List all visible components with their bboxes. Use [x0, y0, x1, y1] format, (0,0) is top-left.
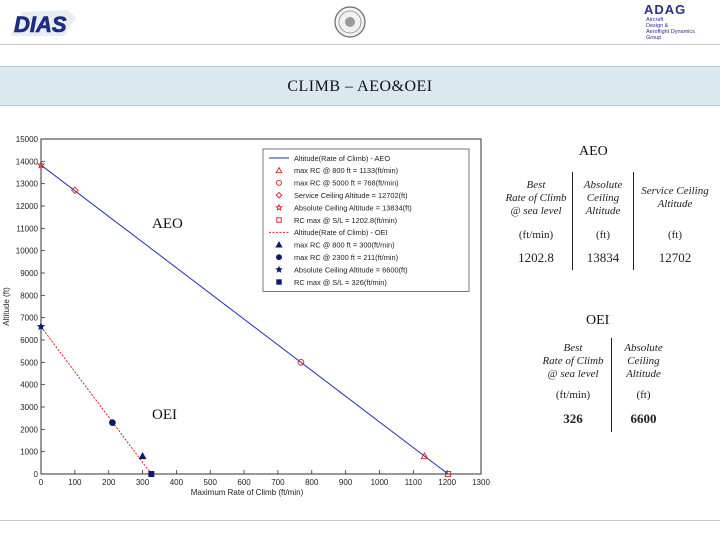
- y-tick-label: 8000: [20, 291, 38, 300]
- series-line: [40, 326, 152, 475]
- dias-logo: DIAS: [8, 6, 78, 40]
- y-tick-label: 13000: [16, 180, 39, 189]
- x-tick-label: 500: [204, 478, 218, 487]
- data-point-square-filled: [148, 470, 155, 478]
- aeo-unit: (ft): [572, 224, 634, 246]
- slide-title: CLIMB – AEO&OEI: [287, 78, 433, 95]
- aeo-header-rc: Best Rate of Climb @ sea level: [505, 178, 567, 217]
- aeo-value-service-ceiling: 12702: [633, 246, 716, 270]
- oei-header-rc: Best Rate of Climb @ sea level: [542, 341, 604, 380]
- adag-logo-text: ADAG: [644, 2, 687, 17]
- legend-marker-swatch: [276, 179, 282, 186]
- oei-header-abs-ceiling: Absolute Ceiling Altitude: [611, 338, 675, 384]
- legend-marker-swatch: [276, 254, 282, 261]
- y-tick-label: 4000: [20, 381, 38, 390]
- y-tick-label: 1000: [20, 448, 38, 457]
- oei-table-title: OEI: [586, 313, 610, 328]
- y-tick-label: 12000: [16, 202, 39, 211]
- adag-subtitle-line: Group: [646, 35, 662, 41]
- x-tick-label: 700: [271, 478, 285, 487]
- legend-entry: max RC @ 2300 ft = 211(ft/min): [294, 253, 398, 262]
- legend-entry: RC max @ S/L = 326(ft/min): [294, 278, 387, 287]
- footer-divider: [0, 520, 720, 521]
- x-tick-label: 1000: [371, 478, 389, 487]
- oei-label: OEI: [152, 407, 177, 423]
- data-point-star-open: [36, 160, 46, 169]
- legend-entry: Altitude(Rate of Climb) - OEI: [294, 228, 388, 237]
- x-tick-label: 900: [339, 478, 353, 487]
- x-tick-label: 1100: [405, 478, 423, 487]
- climb-chart: 0 100 200 300 400 500 600 700 800 900 1000 1100 1200…: [2, 135, 490, 497]
- data-point-triangle-filled: [138, 452, 147, 460]
- adag-subtitle-line: Aircraft: [646, 17, 664, 23]
- header-divider: [0, 44, 720, 45]
- legend-entry: RC max @ S/L = 1202.8(ft/min): [294, 216, 397, 225]
- aeo-table: Best Rate of Climb @ sea level Absolute Cei…: [500, 172, 716, 270]
- oei-unit: (ft/min): [555, 389, 591, 401]
- aeo-unit: (ft): [633, 224, 716, 246]
- legend-entry: max RC @ 5000 ft = 768(ft/min): [294, 179, 399, 188]
- y-tick-label: 2000: [20, 425, 38, 434]
- x-tick-label: 1300: [472, 478, 490, 487]
- data-point-triangle-open: [420, 452, 429, 460]
- y-tick-label: 11000: [16, 224, 38, 233]
- y-tick-label: 7000: [20, 314, 38, 323]
- legend-entry: Absolute Ceiling Altitude = 6600(ft): [294, 265, 408, 274]
- legend-marker-swatch: [275, 166, 283, 174]
- legend-marker-swatch: [275, 265, 283, 273]
- y-tick-label: 6000: [20, 336, 38, 345]
- aeo-value-rc: 1202.8: [518, 250, 554, 265]
- adag-subtitle-line: Aeroflight Dynamics: [646, 29, 695, 35]
- data-point-square-open: [445, 470, 452, 478]
- data-point-circle-filled: [109, 419, 116, 426]
- oei-value-abs-ceiling: 6600: [611, 406, 675, 432]
- aeo-value-abs-ceiling: 13834: [572, 246, 634, 270]
- oei-unit: (ft): [611, 384, 675, 406]
- aeo-header-abs-ceiling: Absolute Ceiling Altitude: [572, 172, 634, 224]
- legend-marker-swatch: [275, 191, 283, 199]
- y-tick-label: 9000: [20, 269, 38, 278]
- x-tick-label: 300: [136, 478, 150, 487]
- legend-marker-swatch: [275, 241, 283, 248]
- series-line: [40, 164, 449, 475]
- dias-logo-text: DIAS: [14, 12, 67, 37]
- university-seal: [333, 4, 367, 40]
- y-tick-label: 15000: [16, 135, 39, 144]
- aeo-unit: (ft/min): [518, 229, 554, 241]
- adag-subtitle-line: Design &: [646, 23, 669, 29]
- x-tick-label: 400: [170, 478, 184, 487]
- x-tick-label: 800: [305, 478, 319, 487]
- data-point-diamond-open: [71, 186, 79, 195]
- x-tick-label: 0: [39, 478, 44, 487]
- x-tick-label: 100: [68, 478, 82, 487]
- legend-marker-swatch: [276, 279, 282, 285]
- legend-marker-swatch: [275, 203, 283, 211]
- legend-entry: max RC @ 800 ft = 300(ft/min): [294, 241, 395, 250]
- legend-entry: max RC @ 800 ft = 1133(ft/min): [294, 166, 398, 175]
- legend-entry: Service Ceiling Altitude = 12702(ft): [294, 191, 408, 200]
- aeo-header-service-ceiling: Service Ceiling Altitude: [633, 172, 716, 224]
- title-banner: CLIMB – AEO&OEI: [0, 66, 720, 106]
- adag-logo: ADAG Aircraft Design & Aeroflight Dynami…: [644, 2, 714, 41]
- legend-entry: Absolute Ceiling Altitude = 13834(ft): [294, 203, 412, 212]
- x-tick-label: 1200: [438, 478, 456, 487]
- data-point-star-filled: [36, 322, 46, 331]
- y-tick-label: 0: [34, 470, 39, 479]
- legend-entry: Altitude(Rate of Climb) - AEO: [294, 154, 390, 163]
- x-tick-label: 600: [237, 478, 251, 487]
- y-tick-label: 10000: [16, 247, 39, 256]
- x-axis-label: Maximum Rate of Climb (ft/min): [191, 488, 304, 497]
- legend-marker-swatch: [276, 217, 282, 223]
- data-point-circle-open: [297, 359, 305, 366]
- oei-value-rc: 326: [563, 411, 583, 426]
- y-axis-label: Altitude (ft): [2, 287, 11, 326]
- legend-box: [262, 148, 470, 292]
- aeo-label: AEO: [152, 216, 183, 232]
- y-tick-label: 14000: [16, 157, 39, 166]
- oei-table: Best Rate of Climb @ sea level Absolute Cei…: [535, 338, 675, 432]
- aeo-table-title: AEO: [579, 144, 608, 159]
- y-tick-label: 3000: [20, 403, 38, 412]
- x-tick-label: 200: [102, 478, 116, 487]
- y-tick-label: 5000: [20, 358, 38, 367]
